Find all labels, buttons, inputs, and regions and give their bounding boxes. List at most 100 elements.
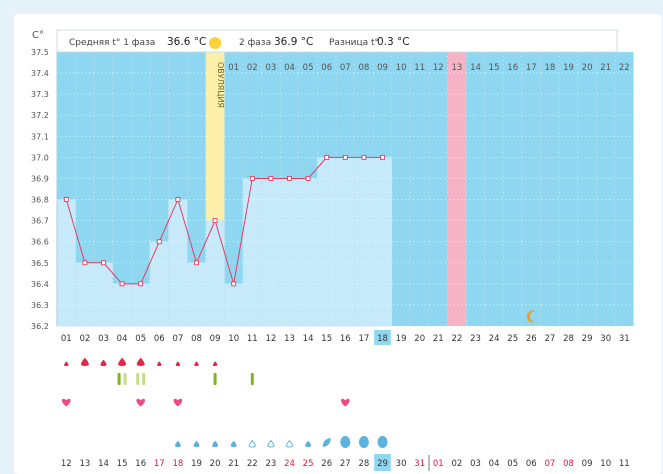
phase2-day-label: 18 bbox=[544, 63, 555, 73]
temp-bar bbox=[93, 262, 114, 327]
calendar-date-label: 20 bbox=[210, 459, 221, 469]
phase2-day-label: 03 bbox=[265, 63, 276, 73]
bbt-chart: C° Средняя t° 1 фаза 36.6 °C 2 фаза 36.9… bbox=[31, 29, 634, 471]
phase2-day-label: 10 bbox=[396, 63, 407, 73]
calendar-date-label: 28 bbox=[358, 459, 369, 469]
calendar-date-label: 05 bbox=[507, 459, 518, 469]
cycle-day-label: 05 bbox=[135, 334, 146, 344]
heart-icon bbox=[136, 398, 145, 407]
blood-drop-icon bbox=[194, 361, 199, 366]
cycle-day-label: 20 bbox=[414, 334, 425, 344]
unit-label: C° bbox=[32, 30, 44, 41]
discharge-drop-icon bbox=[322, 438, 331, 447]
cycle-day-label: 06 bbox=[154, 334, 165, 344]
temperature-point bbox=[268, 176, 274, 181]
phase2-day-label: 15 bbox=[489, 63, 500, 73]
temperature-point bbox=[305, 176, 311, 181]
phase2-day-label: 09 bbox=[377, 63, 388, 73]
test-mark-icon bbox=[117, 373, 121, 385]
phase2-day-label: 08 bbox=[358, 63, 369, 73]
calendar-date-label: 19 bbox=[191, 459, 202, 469]
temperature-point bbox=[82, 260, 88, 266]
phase2-day-label: 17 bbox=[526, 63, 537, 73]
blood-drop-icon bbox=[81, 357, 89, 366]
cycle-day-label: 13 bbox=[284, 334, 295, 344]
phase1-label: Средняя t° 1 фаза bbox=[69, 38, 155, 48]
phase2-day-label: 02 bbox=[247, 63, 258, 73]
temperature-point bbox=[175, 197, 181, 202]
cycle-day-label: 10 bbox=[228, 334, 239, 344]
calendar-date-label: 07 bbox=[544, 459, 555, 469]
calendar-date-label: 26 bbox=[321, 459, 332, 469]
calendar-date-label: 31 bbox=[414, 459, 425, 469]
discharge-drop-icon bbox=[230, 440, 237, 447]
phase2-day-label: 11 bbox=[414, 63, 425, 73]
test-mark-icon bbox=[123, 373, 127, 385]
y-tick-label: 36.6 bbox=[31, 238, 49, 247]
calendar-date-label: 11 bbox=[619, 459, 630, 469]
calendar-date-label: 23 bbox=[265, 459, 276, 469]
y-tick-label: 36.2 bbox=[31, 322, 49, 331]
temperature-point bbox=[380, 154, 385, 160]
calendar-date-label: 02 bbox=[451, 459, 462, 469]
discharge-drop-icon bbox=[212, 440, 219, 447]
phase2-day-label: 04 bbox=[284, 63, 295, 73]
cycle-day-label: 27 bbox=[544, 334, 555, 344]
highlighted-day-column bbox=[447, 52, 467, 326]
temp-bar bbox=[186, 262, 207, 327]
temperature-point bbox=[63, 197, 69, 202]
temp-bar bbox=[298, 178, 318, 327]
test-mark-icon bbox=[213, 373, 217, 385]
heart-icon bbox=[173, 398, 183, 407]
temp-bar bbox=[112, 283, 132, 327]
blood-drop-icon bbox=[175, 361, 181, 366]
temp-bar bbox=[261, 178, 281, 327]
temperature-point bbox=[231, 281, 237, 287]
blood-drop-icon bbox=[212, 361, 218, 366]
cycle-day-label: 31 bbox=[619, 334, 630, 344]
cycle-day-label: 12 bbox=[265, 334, 276, 344]
cycle-day-label: 01 bbox=[61, 334, 72, 344]
phase2-day-label: 13 bbox=[451, 63, 462, 73]
cycle-day-label: 19 bbox=[396, 334, 407, 344]
blood-drop-icon bbox=[118, 357, 126, 366]
discharge-drop-icon bbox=[377, 436, 388, 448]
discharge-drop-icon bbox=[286, 439, 293, 448]
discharge-drop-icon bbox=[267, 439, 275, 448]
calendar-date-label: 21 bbox=[228, 459, 239, 469]
cycle-day-label: 04 bbox=[117, 334, 128, 344]
calendar-date-label: 10 bbox=[600, 459, 611, 469]
y-tick-label: 37.1 bbox=[31, 132, 49, 141]
moon-icon bbox=[526, 310, 536, 323]
calendar-date-label: 27 bbox=[340, 459, 351, 469]
blood-drop-icon bbox=[64, 361, 69, 366]
test-mark-icon bbox=[250, 373, 254, 385]
calendar-date-label: 15 bbox=[117, 459, 128, 469]
blood-drop-icon bbox=[136, 357, 145, 366]
cycle-day-label: 03 bbox=[98, 334, 109, 344]
phase2-label: 2 фаза bbox=[239, 38, 271, 48]
discharge-drop-icon bbox=[193, 440, 200, 447]
diff-label: Разница t° bbox=[329, 38, 379, 48]
cycle-day-label: 26 bbox=[526, 334, 537, 344]
phase2-day-label: 20 bbox=[582, 63, 593, 73]
temp-bar bbox=[131, 283, 151, 327]
y-tick-label: 36.3 bbox=[31, 301, 49, 310]
phase2-value: 36.9 °C bbox=[274, 36, 313, 48]
calendar-date-label: 13 bbox=[79, 459, 90, 469]
cycle-day-label: 22 bbox=[451, 334, 462, 344]
heart-icon bbox=[62, 398, 71, 407]
calendar-date-label: 01 bbox=[433, 459, 444, 469]
calendar-date-label: 12 bbox=[61, 459, 72, 469]
chart-card: C° Средняя t° 1 фаза 36.6 °C 2 фаза 36.9… bbox=[14, 14, 662, 474]
temp-bar bbox=[242, 178, 262, 327]
phase2-day-label: 16 bbox=[507, 63, 518, 73]
y-tick-label: 37.2 bbox=[31, 111, 49, 120]
cycle-day-label: 14 bbox=[303, 334, 314, 344]
cycle-day-label: 17 bbox=[358, 334, 369, 344]
phase2-day-label: 12 bbox=[433, 63, 444, 73]
heart-icon bbox=[341, 398, 350, 407]
temperature-point bbox=[324, 154, 330, 160]
calendar-date-label: 04 bbox=[489, 459, 500, 469]
calendar-date-label: 25 bbox=[303, 459, 314, 469]
